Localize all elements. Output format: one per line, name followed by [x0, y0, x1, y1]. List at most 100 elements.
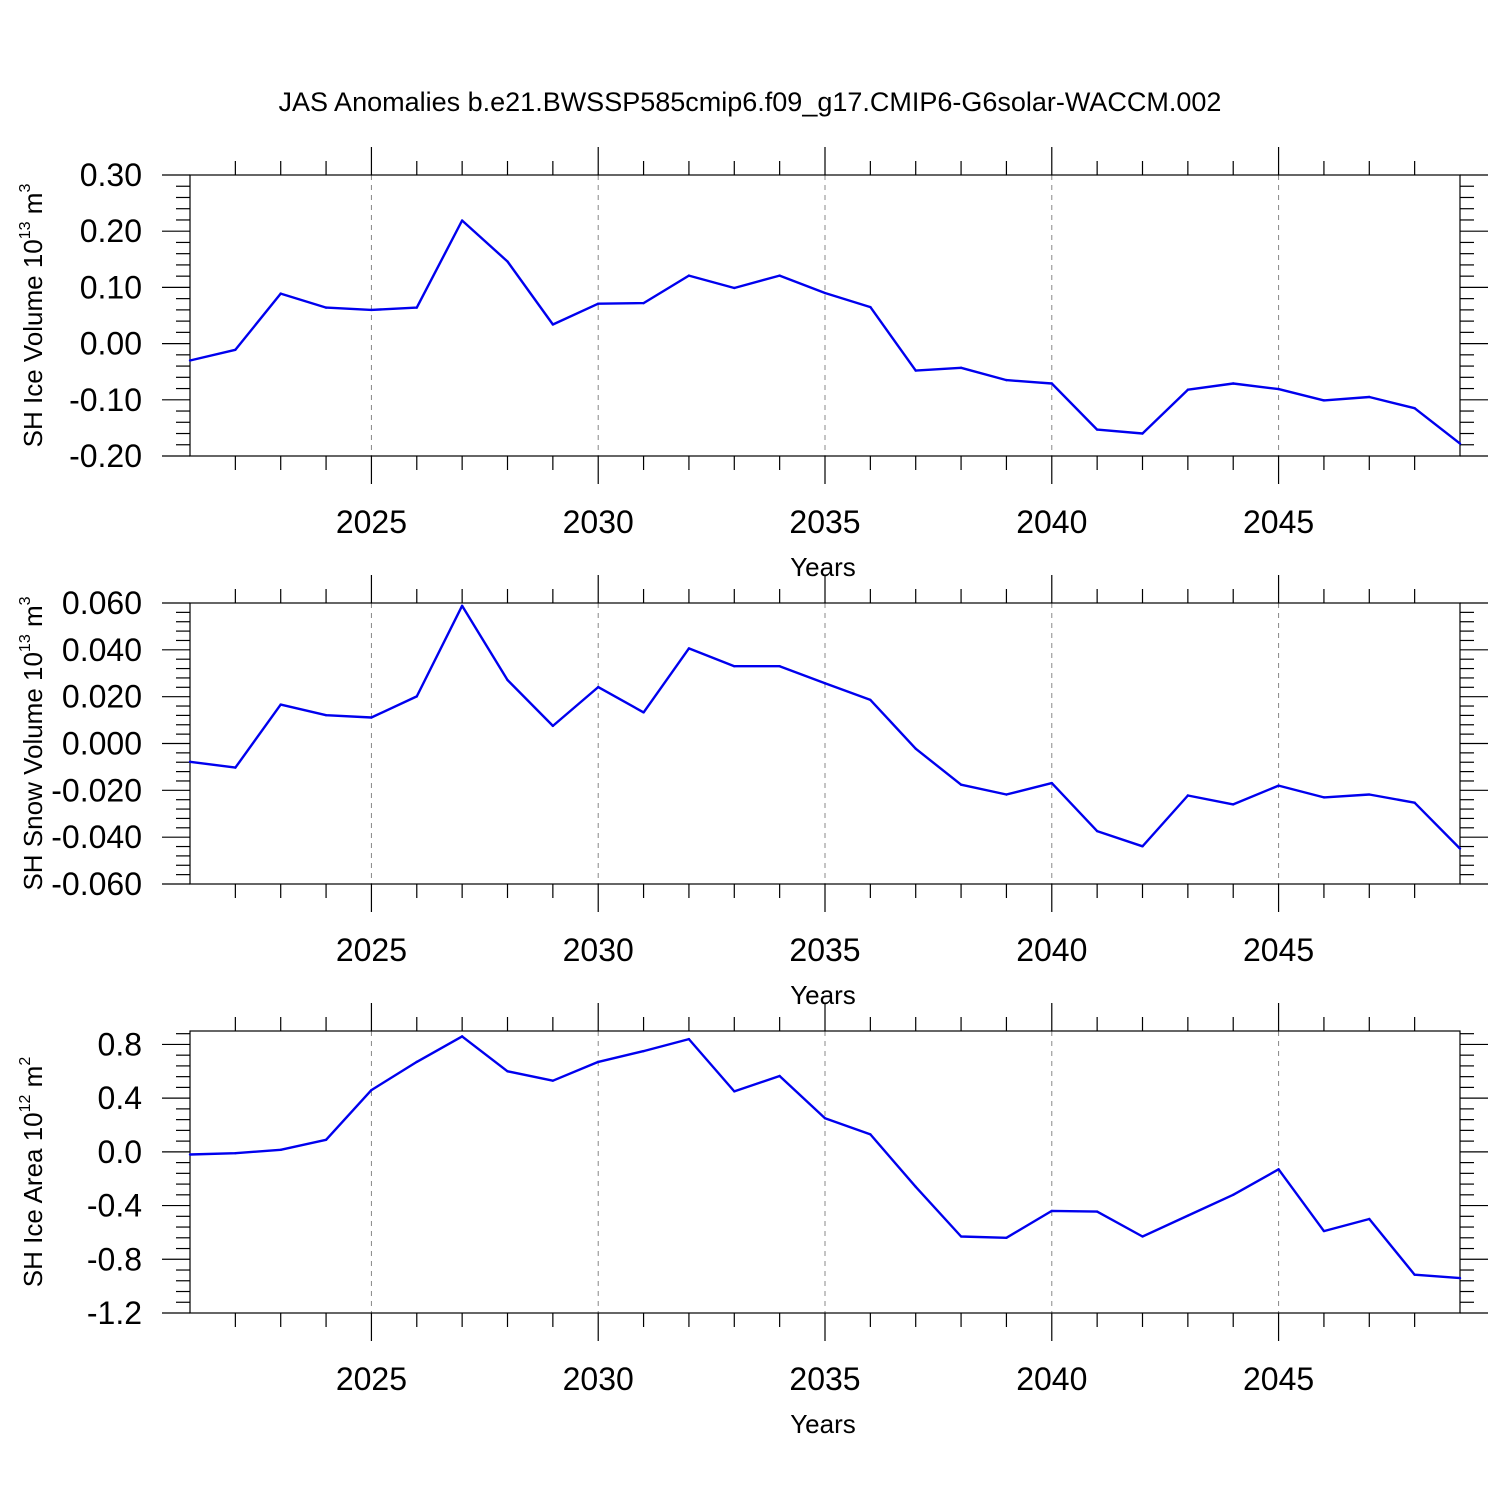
data-point: [1413, 1273, 1416, 1276]
y-axis-label: SH Ice Area 1012 m2: [17, 1057, 48, 1288]
data-point: [1368, 395, 1371, 399]
data-point: [1232, 382, 1235, 385]
data-point: [279, 703, 282, 706]
data-point: [914, 369, 917, 372]
data-point: [823, 1117, 827, 1120]
x-tick-label: 2025: [336, 932, 407, 968]
x-tick-label: 2035: [789, 1361, 860, 1397]
data-point: [733, 665, 736, 668]
data-point: [959, 366, 963, 369]
data-point: [642, 1049, 645, 1053]
data-point: [823, 291, 827, 295]
y-axis-label-unit: m: [18, 1066, 48, 1095]
y-tick-label: 0.020: [62, 679, 142, 715]
x-axis-label: Years: [790, 552, 856, 582]
data-point: [1050, 781, 1053, 785]
data-point: [460, 1035, 464, 1038]
data-point: [1458, 1276, 1462, 1280]
y-tick-label: 0.00: [80, 326, 142, 362]
data-point: [1458, 442, 1462, 445]
data-point: [460, 219, 464, 222]
data-point: [869, 698, 872, 702]
data-point: [778, 274, 781, 277]
data-point: [415, 695, 418, 698]
data-point: [1141, 1235, 1144, 1238]
data-point: [415, 306, 418, 309]
series-line: [189, 219, 1461, 445]
data-point: [733, 1090, 736, 1093]
y-axis-label-unit: m: [18, 193, 48, 222]
data-point: [597, 685, 600, 689]
data-point: [687, 274, 691, 277]
data-point: [279, 1148, 282, 1152]
data-point: [1005, 378, 1008, 382]
data-point: [324, 1138, 328, 1141]
y-tick-label: -0.10: [69, 382, 142, 418]
data-point: [370, 1088, 373, 1092]
data-point: [1141, 845, 1144, 848]
data-point: [506, 260, 509, 263]
y-axis-label: SH Snow Volume 1013 m3: [17, 596, 48, 890]
data-point: [1141, 432, 1144, 435]
data-point: [1322, 1229, 1326, 1233]
data-point: [914, 1185, 917, 1188]
data-point: [1186, 794, 1190, 797]
data-point: [188, 359, 192, 362]
y-tick-label: 0.30: [80, 157, 142, 193]
data-point: [460, 604, 464, 608]
data-point: [914, 747, 917, 750]
data-point: [1458, 847, 1462, 850]
data-point: [1095, 1210, 1099, 1213]
x-axis-label: Years: [790, 980, 856, 1010]
data-point: [1095, 829, 1099, 833]
y-tick-label: 0.8: [98, 1026, 142, 1062]
y-axis-label-main: SH Ice Area 10: [18, 1112, 48, 1287]
x-tick-label: 2040: [1016, 932, 1087, 968]
x-tick-label: 2030: [563, 504, 634, 540]
data-point: [869, 1133, 872, 1136]
data-point: [234, 766, 237, 769]
y-tick-label: 0.10: [80, 269, 142, 305]
x-axis-label: Years: [790, 1409, 856, 1439]
data-point: [687, 647, 691, 650]
data-point: [1413, 801, 1416, 804]
data-point: [1277, 387, 1280, 391]
y-tick-label: -0.4: [87, 1188, 142, 1224]
y-tick-label: -0.8: [87, 1241, 142, 1277]
data-point: [1322, 796, 1326, 799]
data-point: [597, 302, 600, 305]
data-point: [415, 1060, 418, 1064]
y-axis-label: SH Ice Volume 1013 m3: [17, 184, 48, 448]
data-point: [733, 286, 736, 290]
data-point: [778, 665, 781, 668]
data-point: [1368, 793, 1371, 796]
y-axis-label-unit: m: [18, 605, 48, 634]
x-tick-label: 2035: [789, 932, 860, 968]
y-tick-label: 0.040: [62, 632, 142, 668]
data-point: [1050, 1209, 1053, 1213]
x-tick-label: 2030: [563, 932, 634, 968]
data-point: [1050, 382, 1053, 385]
data-point: [1232, 803, 1235, 806]
y-tick-label: -0.20: [69, 438, 142, 474]
data-point: [551, 323, 555, 326]
x-tick-label: 2040: [1016, 1361, 1087, 1397]
y-tick-label: 0.0: [98, 1134, 142, 1170]
y-axis-label-unit-exponent: 2: [17, 1057, 34, 1066]
data-point: [234, 348, 237, 351]
y-tick-label: 0.000: [62, 726, 142, 762]
data-point: [1186, 1214, 1190, 1217]
data-point: [551, 1079, 555, 1082]
data-point: [959, 783, 963, 786]
data-point: [1277, 784, 1280, 787]
y-axis-label-exponent: 13: [17, 634, 34, 652]
y-tick-label: -0.060: [51, 866, 142, 902]
data-point: [687, 1037, 691, 1041]
data-point: [1186, 388, 1190, 391]
data-point: [959, 1235, 963, 1238]
data-point: [1232, 1193, 1235, 1197]
data-point: [1005, 1236, 1008, 1240]
chart-title: JAS Anomalies b.e21.BWSSP585cmip6.f09_g1…: [279, 87, 1222, 117]
data-point: [1005, 793, 1008, 796]
